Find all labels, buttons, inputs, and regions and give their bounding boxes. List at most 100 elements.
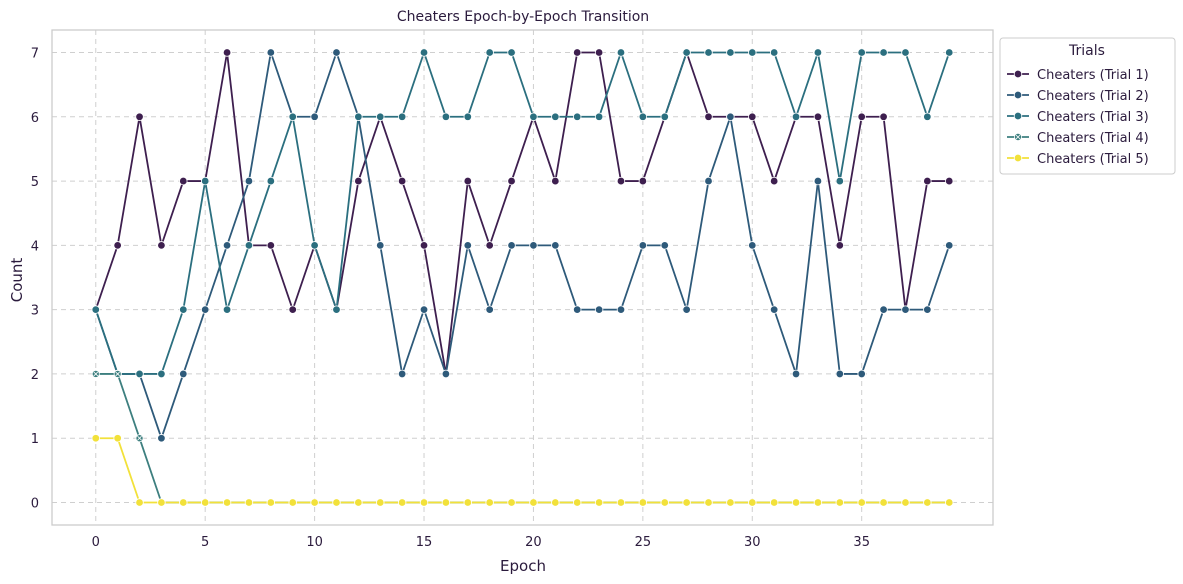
data-point [463,112,472,121]
data-point [945,176,954,186]
legend-label: Cheaters (Trial 3) [1037,110,1149,125]
data-point [551,498,560,507]
y-tick-label: 1 [31,432,39,447]
data-point [419,305,429,314]
data-point [857,48,866,57]
data-point [638,112,648,121]
legend-item: Cheaters (Trial 1) [1007,68,1149,83]
data-point [791,112,801,121]
y-tick-label: 7 [31,47,39,62]
data-point [945,498,954,507]
data-point [179,369,188,379]
data-point [135,369,144,379]
data-point [879,112,888,121]
legend-title: Trials [1068,43,1105,59]
data-point [704,112,713,121]
data-point [638,176,648,186]
y-axis-ticks: 0 1 2 3 4 5 6 7 [31,47,39,512]
data-point [813,498,823,507]
data-point [704,176,713,186]
data-point [463,498,472,507]
data-point [222,48,232,57]
x-tick-label: 20 [525,535,542,550]
data-point [660,241,669,250]
data-point [573,112,582,121]
data-point [354,112,363,121]
data-point [573,48,582,57]
series-1 [91,48,954,379]
data-point [179,305,188,314]
data-point [354,498,363,507]
data-point [397,112,407,121]
data-point [791,498,801,507]
data-point [332,498,341,507]
data-point [507,176,516,186]
data-point [529,498,538,507]
data-point [397,369,407,379]
y-tick-label: 2 [31,368,39,383]
legend-marker [1013,90,1023,100]
data-point [354,176,363,186]
legend-label: Cheaters (Trial 4) [1037,131,1149,146]
series-3 [91,48,954,379]
data-point [594,48,604,57]
x-tick-label: 30 [744,535,761,550]
data-point [288,112,297,121]
data-point [660,112,669,121]
data-point [463,241,472,250]
data-point [135,112,144,121]
legend-marker-cross [1015,134,1021,140]
data-point [616,305,626,314]
data-point [638,498,648,507]
data-point [266,176,276,186]
data-point [660,498,669,507]
data-point [879,48,888,57]
data-point [266,498,276,507]
data-point [91,305,100,314]
data-point [485,241,494,250]
data-point [769,498,779,507]
data-point [244,498,254,507]
data-point [748,112,757,121]
data-point-cross [93,371,99,377]
data-point [748,241,757,250]
data-point [901,498,910,507]
data-point [222,241,232,250]
data-point [879,498,888,507]
legend-item: Cheaters (Trial 3) [1007,110,1149,125]
data-point [769,305,779,314]
legend-item: Cheaters (Trial 4) [1007,131,1149,146]
data-point [179,498,188,507]
data-point [441,369,451,379]
legend-box [999,37,1176,175]
data-point [507,48,516,57]
series-5 [91,434,954,507]
x-tick-label: 0 [92,535,100,550]
data-point [463,176,472,186]
data-point [376,112,385,121]
data-point [769,176,779,186]
data-point [704,48,713,57]
data-point [682,498,691,507]
data-point [376,498,385,507]
data-point [507,241,516,250]
data-point [310,498,319,507]
data-point [419,48,429,57]
legend-label: Cheaters (Trial 5) [1037,152,1149,167]
data-point-cross [115,371,120,377]
data-point [704,498,713,507]
data-point [594,112,604,121]
data-point [573,498,582,507]
legend-marker [1013,153,1023,163]
data-point [748,498,757,507]
data-point [485,305,494,314]
data-point [244,241,254,250]
data-point [573,305,582,314]
data-point [835,369,845,379]
data-point [507,498,516,507]
data-point [945,241,954,250]
data-point [288,305,297,314]
series-line [94,51,951,375]
data-point-cross [137,435,142,441]
data-point [529,112,538,121]
